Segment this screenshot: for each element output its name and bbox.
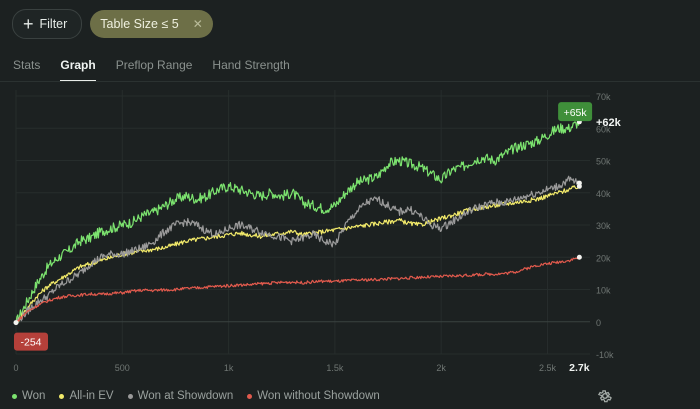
legend-item-no-showdown[interactable]: Won without Showdown	[247, 390, 380, 402]
series-line-no_showdown	[15, 255, 580, 323]
legend-dot-allin-ev	[59, 393, 65, 399]
filter-chip-label: Table Size ≤ 5	[100, 17, 179, 31]
series-start-point	[13, 320, 19, 326]
y-tick-label: 40k	[596, 189, 611, 199]
tab-hand-strength[interactable]: Hand Strength	[212, 58, 290, 72]
tab-stats[interactable]: Stats	[13, 58, 41, 72]
y-tick-label: 10k	[596, 286, 611, 296]
y-tick-label: 0	[596, 318, 601, 328]
y-tick-label: 60k	[596, 124, 611, 134]
profit-graph[interactable]: 70k 60k 50k 40k 30k 20k 10k 0 -10k 0 500 1k 1.5k 2k 2.…	[0, 82, 700, 382]
won-badge-label: +65k	[564, 107, 588, 119]
tab-preflop-range[interactable]: Preflop Range	[115, 58, 193, 72]
tab-graph[interactable]: Graph	[60, 58, 97, 82]
y-tick-label: 50k	[596, 157, 611, 167]
x-tick-label: 2k	[436, 363, 446, 373]
series-end-point-no_showdown	[576, 254, 582, 260]
start-badge	[14, 332, 48, 351]
plus-icon: +	[23, 13, 34, 34]
legend-label-won: Won	[22, 390, 46, 402]
legend-dot-won	[12, 393, 17, 399]
x-end-label: 2.7k	[569, 362, 590, 374]
y-tick-label: 70k	[596, 92, 611, 102]
y-tick-label: -10k	[596, 350, 614, 360]
series-end-point-showdown	[576, 180, 582, 186]
filter-chip-table-size[interactable]: Table Size ≤ 5 ✕	[90, 10, 213, 38]
legend-dot-no-showdown	[247, 393, 253, 399]
legend-label-allin-ev: All-in EV	[69, 390, 114, 402]
won-end-value-label: +62k	[596, 117, 622, 129]
chart-legend: Won All-in EV Won at Showdown Won withou…	[12, 390, 380, 402]
legend-label-no-showdown: Won without Showdown	[257, 390, 380, 402]
legend-item-showdown[interactable]: Won at Showdown	[127, 390, 234, 402]
x-tick-label: 1.5k	[326, 363, 344, 373]
legend-item-won[interactable]: Won	[12, 390, 45, 402]
y-tick-label: 20k	[596, 253, 611, 263]
gear-icon[interactable]	[597, 388, 613, 404]
series-line-won	[15, 120, 580, 323]
x-tick-label: 0	[13, 363, 18, 373]
x-tick-label: 1k	[224, 363, 234, 373]
tabs-divider	[0, 81, 700, 82]
filter-button-label: Filter	[39, 17, 68, 31]
x-tick-label: 500	[115, 363, 130, 373]
series-line-showdown	[15, 175, 580, 324]
legend-dot-showdown	[127, 393, 133, 399]
filter-button[interactable]: + Filter	[12, 9, 83, 39]
tab-bar: Stats Graph Preflop Range Hand Strength	[13, 58, 310, 82]
legend-label-showdown: Won at Showdown	[137, 390, 234, 402]
legend-item-allin-ev[interactable]: All-in EV	[59, 390, 114, 402]
close-icon[interactable]: ✕	[192, 17, 203, 31]
won-badge	[558, 102, 593, 122]
y-tick-label: 30k	[596, 221, 611, 231]
series-line-allin_ev	[15, 185, 580, 324]
x-tick-label: 2.5k	[539, 363, 557, 373]
filter-bar: + Filter Table Size ≤ 5 ✕	[12, 9, 213, 39]
start-badge-label: -254	[20, 337, 41, 349]
profit-graph-svg[interactable]: 70k 60k 50k 40k 30k 20k 10k 0 -10k 0 500 1k 1.5k 2k 2.…	[0, 82, 700, 382]
